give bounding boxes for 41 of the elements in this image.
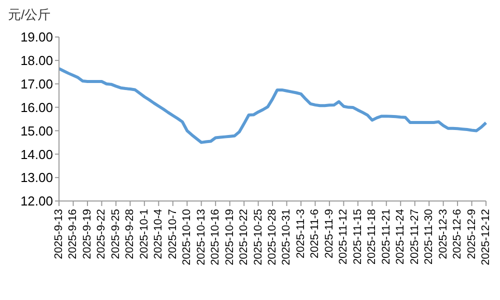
x-tick-label: 2025-9-28 bbox=[124, 209, 136, 260]
x-tick-label: 2025-11-30 bbox=[423, 209, 436, 264]
x-tick-label: 2025-10-10 bbox=[181, 209, 194, 266]
x-tick-label: 2025-11-9 bbox=[323, 209, 336, 258]
x-tick-label: 2025-10-28 bbox=[266, 209, 278, 266]
x-tick-label: 2025-12-12 bbox=[480, 209, 492, 266]
x-tick-label: 2025-9-22 bbox=[96, 209, 108, 260]
x-tick-label: 2025-11-12 bbox=[338, 209, 350, 264]
x-tick-label: 2025-10-16 bbox=[210, 209, 222, 266]
x-tick-label: 2025-10-7 bbox=[166, 209, 179, 260]
x-tick-label: 2025-10-13 bbox=[195, 209, 208, 266]
x-tick-label: 2025-10-22 bbox=[238, 209, 250, 266]
x-tick-label: 2025-12-6 bbox=[452, 209, 464, 260]
x-tick-label: 2025-11-27 bbox=[408, 209, 421, 264]
y-tick-label: 18.00 bbox=[20, 53, 53, 68]
x-tick-label: 2025-11-21 bbox=[380, 209, 392, 264]
y-tick-label: 12.00 bbox=[20, 194, 53, 209]
x-tick-label: 2025-10-4 bbox=[152, 209, 165, 260]
x-tick-label: 2025-9-16 bbox=[67, 209, 80, 260]
x-tick-label: 2025-9-25 bbox=[110, 209, 122, 260]
x-tick-label: 2025-10-19 bbox=[224, 209, 236, 266]
x-tick-label: 2025-10-31 bbox=[280, 209, 293, 266]
x-tick-label: 2025-9-19 bbox=[81, 209, 94, 260]
x-tick-label: 2025-11-3 bbox=[294, 209, 307, 258]
x-tick-label: 2025-11-15 bbox=[352, 209, 364, 264]
line-series bbox=[58, 67, 488, 144]
x-tick-label: 2025-10-1 bbox=[138, 209, 150, 260]
x-tick-label: 2025-12-3 bbox=[437, 209, 450, 260]
x-tick-label: 2025-11-6 bbox=[309, 209, 322, 258]
x-tick-label: 2025-12-9 bbox=[466, 209, 478, 260]
y-tick-label: 19.00 bbox=[20, 30, 53, 45]
x-tick-label: 2025-11-18 bbox=[366, 209, 378, 264]
x-tick-label: 2025-11-24 bbox=[394, 209, 407, 264]
y-tick-label: 16.00 bbox=[20, 100, 53, 115]
y-tick-label: 17.00 bbox=[20, 76, 53, 92]
y-tick-label: 14.00 bbox=[20, 146, 53, 162]
y-tick-label: 15.00 bbox=[20, 123, 53, 138]
x-tick-label: 2025-9-13 bbox=[53, 209, 65, 260]
y-tick-label: 13.00 bbox=[20, 170, 53, 186]
x-tick-label: 2025-10-25 bbox=[252, 209, 264, 266]
y-axis-title: 元/公斤 bbox=[8, 6, 51, 24]
